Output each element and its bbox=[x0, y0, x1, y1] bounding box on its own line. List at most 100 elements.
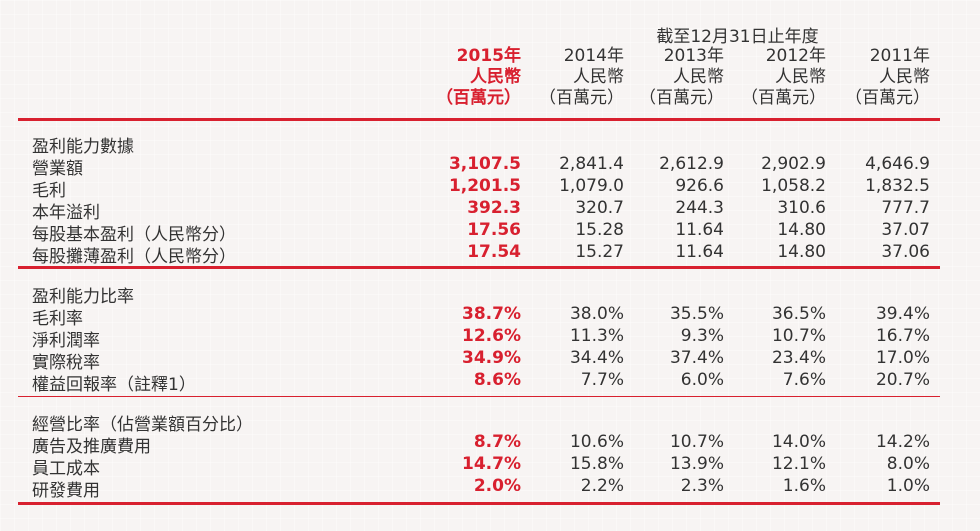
table-row: 毛利率 38.7% 38.0% 35.5% 36.5% 39.4% bbox=[0, 304, 980, 329]
column-header-2015: 2015年 人民幣 （百萬元） bbox=[411, 46, 521, 109]
cell-2012: 310.6 bbox=[777, 198, 826, 218]
cell-2013: 2,612.9 bbox=[659, 154, 724, 174]
cell-2015: 3,107.5 bbox=[448, 154, 521, 174]
row-label: 研發費用 bbox=[32, 481, 100, 501]
cell-2011: 8.0% bbox=[886, 454, 930, 474]
cell-2013: 244.3 bbox=[675, 198, 724, 218]
table-row: 每股基本盈利（人民幣分） 17.56 15.28 11.64 14.80 37.… bbox=[0, 220, 980, 245]
section-divider bbox=[18, 266, 940, 269]
section-title-profitability-data: 盈利能力數據 bbox=[32, 137, 134, 157]
cell-2011: 1.0% bbox=[886, 476, 930, 496]
column-unit: （百萬元） bbox=[639, 88, 724, 108]
column-header-2012: 2012年 人民幣 （百萬元） bbox=[716, 46, 826, 109]
cell-2012: 14.80 bbox=[777, 220, 826, 240]
cell-2011: 37.07 bbox=[881, 220, 930, 240]
table-row: 本年溢利 392.3 320.7 244.3 310.6 777.7 bbox=[0, 198, 980, 223]
cell-2015: 12.6% bbox=[462, 326, 521, 346]
table-row: 廣告及推廣費用 8.7% 10.6% 10.7% 14.0% 14.2% bbox=[0, 432, 980, 457]
cell-2015: 8.7% bbox=[473, 432, 521, 452]
cell-2015: 392.3 bbox=[467, 198, 521, 218]
row-label: 員工成本 bbox=[32, 459, 100, 479]
row-label: 每股基本盈利（人民幣分） bbox=[32, 225, 236, 245]
cell-2011: 37.06 bbox=[881, 242, 930, 262]
column-header-2013: 2013年 人民幣 （百萬元） bbox=[614, 46, 724, 109]
column-year: 2015年 bbox=[456, 46, 521, 66]
cell-2015: 34.9% bbox=[462, 348, 521, 368]
cell-2015: 8.6% bbox=[473, 370, 521, 390]
column-year: 2012年 bbox=[765, 46, 826, 66]
section-title-operating-ratios: 經營比率（佔營業額百分比） bbox=[32, 415, 253, 435]
cell-2015: 1,201.5 bbox=[448, 176, 521, 196]
cell-2013: 13.9% bbox=[669, 454, 724, 474]
row-label: 實際稅率 bbox=[32, 353, 100, 373]
row-label: 每股攤薄盈利（人民幣分） bbox=[32, 247, 236, 267]
table-row: 每股攤薄盈利（人民幣分） 17.54 15.27 11.64 14.80 37.… bbox=[0, 242, 980, 267]
column-header-2014: 2014年 人民幣 （百萬元） bbox=[514, 46, 624, 109]
row-label: 廣告及推廣費用 bbox=[32, 437, 151, 457]
cell-2015: 17.56 bbox=[467, 220, 521, 240]
cell-2014: 15.28 bbox=[575, 220, 624, 240]
column-currency: 人民幣 bbox=[470, 67, 521, 87]
cell-2012: 23.4% bbox=[771, 348, 826, 368]
cell-2014: 2.2% bbox=[580, 476, 624, 496]
cell-2012: 10.7% bbox=[771, 326, 826, 346]
cell-2013: 926.6 bbox=[675, 176, 724, 196]
cell-2012: 36.5% bbox=[771, 304, 826, 324]
cell-2012: 14.0% bbox=[771, 432, 826, 452]
column-unit: （百萬元） bbox=[436, 88, 521, 108]
section-divider bbox=[18, 396, 940, 397]
cell-2011: 20.7% bbox=[875, 370, 930, 390]
row-label: 營業額 bbox=[32, 159, 83, 179]
table-row: 毛利 1,201.5 1,079.0 926.6 1,058.2 1,832.5 bbox=[0, 176, 980, 201]
section-title-profitability-ratios: 盈利能力比率 bbox=[32, 287, 134, 307]
table-bottom-rule bbox=[18, 502, 940, 505]
cell-2011: 16.7% bbox=[875, 326, 930, 346]
cell-2015: 17.54 bbox=[467, 242, 521, 262]
cell-2014: 38.0% bbox=[569, 304, 624, 324]
cell-2014: 15.27 bbox=[575, 242, 624, 262]
column-unit: （百萬元） bbox=[845, 88, 930, 108]
table-row: 權益回報率（註釋1） 8.6% 7.7% 6.0% 7.6% 20.7% bbox=[0, 370, 980, 395]
cell-2013: 10.7% bbox=[669, 432, 724, 452]
table-row: 淨利潤率 12.6% 11.3% 9.3% 10.7% 16.7% bbox=[0, 326, 980, 351]
cell-2012: 2,902.9 bbox=[761, 154, 826, 174]
header-divider bbox=[18, 118, 940, 121]
column-unit: （百萬元） bbox=[539, 88, 624, 108]
row-label: 毛利 bbox=[32, 181, 66, 201]
column-currency: 人民幣 bbox=[775, 67, 826, 87]
cell-2011: 777.7 bbox=[881, 198, 930, 218]
column-currency: 人民幣 bbox=[573, 67, 624, 87]
cell-2015: 14.7% bbox=[462, 454, 521, 474]
cell-2014: 11.3% bbox=[569, 326, 624, 346]
column-year: 2011年 bbox=[869, 46, 930, 66]
column-currency: 人民幣 bbox=[879, 67, 930, 87]
cell-2014: 1,079.0 bbox=[559, 176, 624, 196]
cell-2015: 2.0% bbox=[473, 476, 521, 496]
column-year: 2013年 bbox=[663, 46, 724, 66]
period-header: 截至12月31日止年度 bbox=[656, 27, 819, 47]
table-row: 研發費用 2.0% 2.2% 2.3% 1.6% 1.0% bbox=[0, 476, 980, 501]
cell-2013: 35.5% bbox=[669, 304, 724, 324]
cell-2011: 39.4% bbox=[875, 304, 930, 324]
table-row: 實際稅率 34.9% 34.4% 37.4% 23.4% 17.0% bbox=[0, 348, 980, 373]
cell-2013: 37.4% bbox=[669, 348, 724, 368]
row-label: 毛利率 bbox=[32, 309, 83, 329]
cell-2014: 2,841.4 bbox=[559, 154, 624, 174]
column-header-2011: 2011年 人民幣 （百萬元） bbox=[820, 46, 930, 109]
cell-2013: 11.64 bbox=[675, 242, 724, 262]
cell-2012: 1,058.2 bbox=[761, 176, 826, 196]
cell-2013: 2.3% bbox=[680, 476, 724, 496]
cell-2011: 4,646.9 bbox=[865, 154, 930, 174]
row-label: 淨利潤率 bbox=[32, 331, 100, 351]
row-label: 權益回報率（註釋1） bbox=[32, 375, 196, 395]
cell-2012: 14.80 bbox=[777, 242, 826, 262]
cell-2014: 34.4% bbox=[569, 348, 624, 368]
cell-2014: 7.7% bbox=[580, 370, 624, 390]
cell-2012: 1.6% bbox=[782, 476, 826, 496]
cell-2011: 14.2% bbox=[875, 432, 930, 452]
cell-2011: 17.0% bbox=[875, 348, 930, 368]
cell-2014: 15.8% bbox=[569, 454, 624, 474]
cell-2013: 6.0% bbox=[680, 370, 724, 390]
column-currency: 人民幣 bbox=[673, 67, 724, 87]
cell-2014: 320.7 bbox=[575, 198, 624, 218]
